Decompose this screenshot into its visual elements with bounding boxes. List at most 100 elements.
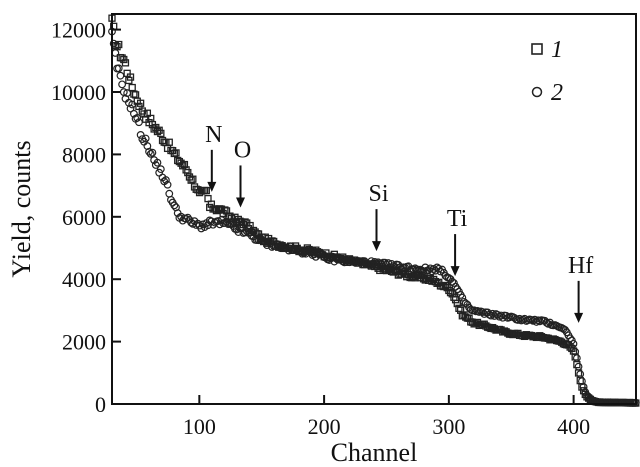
data-point [572, 354, 581, 363]
y-tick-label: 12000 [51, 18, 106, 43]
data-point [165, 189, 174, 198]
legend: 12 [531, 37, 563, 106]
annotation-ti: Ti [447, 206, 468, 277]
series-1 [108, 14, 640, 407]
data-point [165, 138, 173, 146]
arrow-head-icon [207, 181, 217, 192]
y-tick-label: 0 [95, 392, 106, 417]
x-tick-label: 300 [432, 414, 465, 439]
data-point [126, 73, 135, 81]
x-axis-label: Channel [331, 438, 418, 467]
data-point [145, 147, 153, 156]
data-point [123, 89, 132, 97]
data-point [458, 293, 467, 302]
plot-frame [111, 13, 637, 405]
data-point [579, 382, 588, 391]
y-axis-label: Yield, counts [7, 140, 36, 277]
annotation-label: Si [368, 181, 388, 207]
data-point [182, 214, 191, 223]
data-point [170, 201, 179, 210]
legend-label: 1 [551, 37, 563, 63]
y-tick-label: 4000 [62, 267, 106, 292]
data-point [128, 83, 136, 92]
y-tick-label: 10000 [51, 80, 106, 105]
data-point [161, 176, 170, 184]
data-point [135, 118, 143, 127]
annotation-hf: Hf [568, 253, 593, 323]
annotation-n: N [205, 122, 222, 192]
data-point [156, 165, 165, 174]
data-point [419, 267, 428, 275]
annotation-si: Si [368, 181, 389, 252]
data-point [189, 175, 197, 183]
x-tick-label: 400 [557, 414, 590, 439]
data-point [121, 59, 130, 67]
y-tick-label: 6000 [62, 205, 106, 230]
y-tick-label: 2000 [62, 330, 106, 355]
data-point [118, 80, 127, 89]
data-point [478, 308, 487, 316]
data-point [133, 113, 142, 122]
data-point [569, 339, 578, 348]
data-point [163, 180, 172, 189]
data-point [515, 314, 524, 323]
annotation-label: O [234, 137, 251, 163]
data-point [111, 49, 120, 57]
annotation-label: Ti [447, 206, 468, 232]
arrow-head-icon [371, 241, 381, 252]
data-point [202, 186, 210, 195]
data-point [497, 311, 505, 320]
data-point [151, 161, 160, 169]
data-point [284, 246, 293, 255]
data-point [488, 309, 497, 318]
data-point [157, 129, 165, 138]
data-point [303, 247, 312, 255]
data-point [436, 267, 445, 276]
annotation-o: O [234, 137, 251, 208]
data-point [148, 148, 157, 157]
data-point [128, 100, 137, 109]
element-annotations: NO Si Ti Hf [205, 122, 593, 323]
legend-marker-square [531, 43, 543, 55]
data-point [141, 134, 150, 143]
data-point [109, 39, 118, 48]
data-point [450, 279, 458, 287]
data-point [136, 99, 145, 107]
arrow-head-icon [450, 266, 460, 277]
x-axis: 100 200 300 400 [183, 395, 590, 439]
data-point [453, 299, 461, 308]
data-point [576, 370, 585, 379]
data-point [355, 257, 364, 266]
data-point [114, 64, 123, 73]
data-point [264, 237, 273, 246]
plot-points [108, 14, 640, 407]
data-point [115, 40, 123, 49]
data-point [357, 258, 366, 267]
data-point [184, 168, 192, 177]
annotation-label: N [205, 122, 222, 148]
x-tick-label: 100 [183, 414, 216, 439]
data-point [180, 160, 189, 169]
y-tick-label: 8000 [62, 142, 106, 167]
legend-marker-circle [531, 86, 543, 98]
data-point [241, 228, 249, 237]
data-point [451, 296, 460, 304]
data-point [571, 353, 579, 361]
series-2 [108, 27, 640, 407]
x-tick-label: 200 [308, 414, 341, 439]
data-point [172, 149, 180, 157]
data-point [215, 220, 224, 229]
data-point [370, 258, 379, 266]
data-point [146, 149, 155, 158]
arrow-head-icon [236, 197, 246, 208]
data-point [566, 334, 575, 343]
legend-label: 2 [551, 80, 563, 106]
data-point [116, 71, 125, 80]
data-point [473, 307, 482, 315]
data-point [153, 158, 162, 167]
data-point [455, 304, 463, 312]
arrow-head-icon [574, 312, 584, 323]
data-point [574, 362, 583, 371]
data-point [187, 176, 195, 184]
